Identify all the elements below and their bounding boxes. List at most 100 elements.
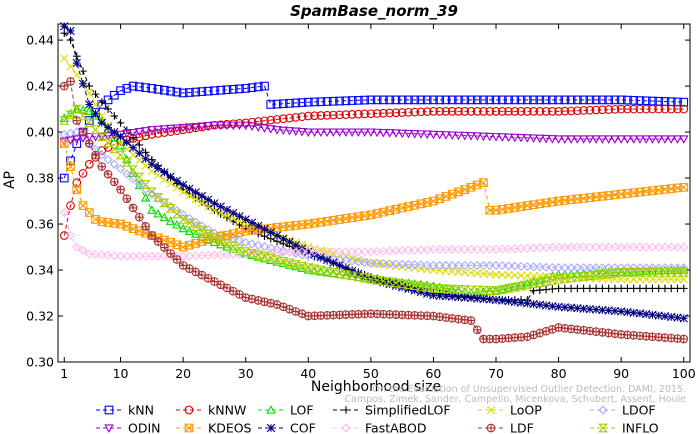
data-point [642, 309, 651, 319]
data-point [272, 99, 282, 109]
data-point [585, 304, 595, 314]
data-point [247, 294, 257, 304]
data-point [234, 236, 245, 246]
data-point [59, 139, 69, 148]
data-point [654, 275, 663, 284]
data-point [666, 263, 676, 273]
data-point [585, 242, 595, 252]
data-point [185, 191, 194, 200]
data-point [115, 251, 126, 261]
data-point [479, 294, 488, 304]
data-point [641, 267, 652, 277]
series-kdeos [59, 139, 689, 252]
data-point [591, 105, 601, 115]
data-point [540, 277, 552, 286]
data-point [184, 218, 195, 228]
data-point [479, 95, 488, 105]
data-point [647, 267, 658, 277]
data-point [234, 121, 245, 131]
data-point [253, 240, 263, 250]
data-point [628, 266, 639, 276]
data-point [397, 245, 407, 256]
data-point [447, 260, 457, 271]
data-point [429, 95, 438, 105]
data-point [635, 135, 645, 144]
data-point [135, 141, 144, 149]
data-point [203, 86, 213, 96]
data-point [522, 280, 533, 290]
data-point [428, 284, 439, 293]
data-point [72, 58, 81, 68]
data-point [403, 245, 413, 255]
data-point [454, 95, 463, 105]
data-point [579, 263, 589, 273]
y-tick-label: 0.30 [26, 355, 54, 370]
data-point [384, 129, 395, 138]
data-point [228, 84, 238, 94]
data-point [635, 275, 645, 284]
data-point [260, 224, 269, 234]
data-point [560, 95, 570, 105]
data-point [178, 187, 188, 197]
data-point [141, 83, 150, 92]
data-point [604, 263, 614, 273]
data-point [541, 134, 551, 144]
data-point [360, 272, 369, 281]
data-point [472, 285, 483, 295]
data-point [285, 98, 294, 108]
series-layer [59, 22, 689, 344]
data-point [346, 271, 358, 281]
data-point [547, 262, 557, 273]
data-point [347, 266, 357, 276]
data-point [385, 95, 394, 105]
data-point [241, 84, 251, 93]
data-point [147, 84, 157, 93]
data-point [385, 108, 394, 118]
data-point [341, 255, 351, 265]
data-point [579, 304, 588, 313]
series-knn [59, 81, 689, 183]
data-point [197, 231, 207, 241]
data-point [485, 295, 494, 304]
data-point [459, 131, 470, 141]
data-point [366, 109, 376, 119]
y-tick-label: 0.36 [26, 217, 54, 232]
data-point [510, 133, 520, 143]
series-line [64, 124, 684, 142]
data-point [566, 242, 576, 252]
data-point [410, 245, 420, 255]
data-point [391, 281, 401, 290]
data-point [90, 249, 101, 259]
data-point [585, 135, 595, 144]
data-point [191, 217, 201, 227]
data-point [285, 304, 294, 314]
data-point [279, 234, 288, 243]
data-point [491, 244, 501, 254]
data-point [153, 164, 163, 173]
data-point [604, 242, 614, 252]
data-point [573, 95, 582, 105]
data-point [560, 303, 570, 312]
data-point [228, 244, 238, 253]
data-point [359, 128, 370, 138]
data-point [623, 95, 632, 105]
data-point [472, 260, 482, 271]
data-point [103, 250, 113, 260]
data-point [572, 135, 583, 144]
data-point [122, 194, 132, 204]
y-tick-label: 0.38 [26, 171, 54, 186]
data-point [197, 87, 207, 96]
data-point [497, 107, 507, 116]
data-point [541, 95, 551, 105]
data-point [584, 271, 596, 281]
data-point [629, 95, 639, 105]
data-point [77, 111, 89, 121]
data-point [491, 95, 501, 105]
data-point [310, 250, 319, 259]
data-point [166, 251, 176, 261]
data-point [353, 257, 363, 267]
data-point [528, 279, 539, 289]
data-point [441, 131, 451, 140]
data-point [673, 104, 682, 114]
data-point [98, 98, 106, 106]
